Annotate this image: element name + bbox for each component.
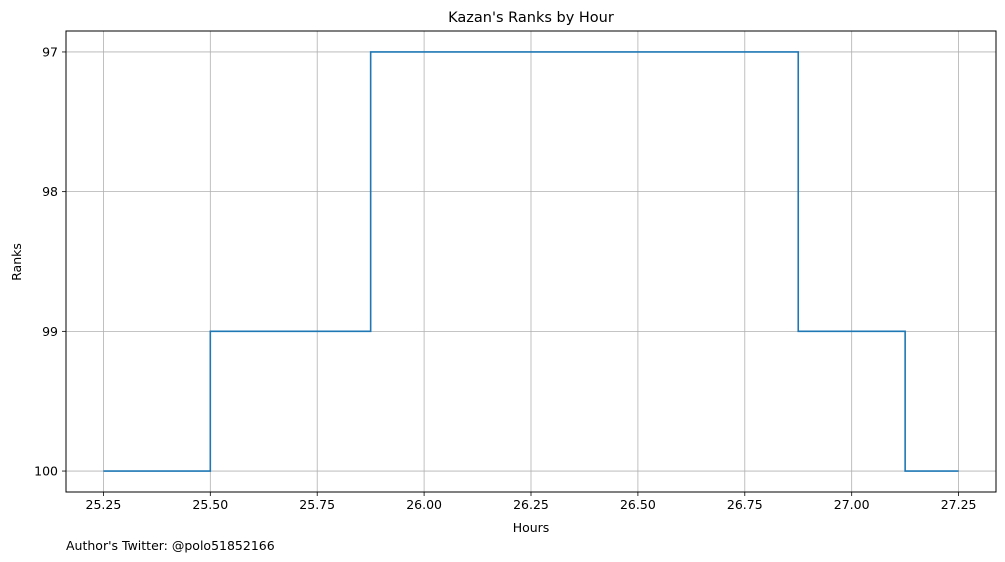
- grid-lines: [66, 31, 996, 492]
- x-tick-label: 25.50: [192, 497, 228, 512]
- series-line-kazan-rank: [103, 51, 959, 472]
- chart-title: Kazan's Ranks by Hour: [448, 10, 614, 26]
- x-tick-label: 25.75: [299, 497, 335, 512]
- y-tick-label: 99: [42, 324, 58, 339]
- x-tick-label: 26.25: [513, 497, 549, 512]
- x-tick-label: 27.00: [834, 497, 870, 512]
- y-axis-ticks: 97 98 99 100: [34, 44, 66, 479]
- y-tick-label: 97: [42, 44, 58, 59]
- y-axis-label: Ranks: [9, 243, 24, 281]
- x-axis-label: Hours: [513, 520, 550, 535]
- x-axis-ticks: 25.25 25.50 25.75 26.00 26.25 26.50 26.75 27.00…: [86, 492, 977, 512]
- author-footnote: Author's Twitter: @polo51852166: [66, 538, 275, 553]
- x-tick-label: 26.00: [406, 497, 442, 512]
- series-line-group: [103, 51, 959, 472]
- x-tick-label: 25.25: [86, 497, 122, 512]
- x-tick-label: 27.25: [941, 497, 977, 512]
- y-tick-label: 100: [34, 464, 58, 479]
- y-tick-label: 98: [42, 184, 58, 199]
- x-tick-label: 26.75: [727, 497, 763, 512]
- x-tick-label: 26.50: [620, 497, 656, 512]
